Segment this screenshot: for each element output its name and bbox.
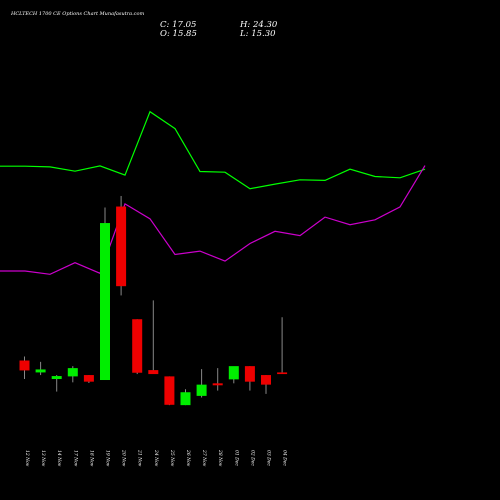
date-label: 13 Nov	[40, 450, 46, 467]
date-axis: 12 Nov 13 Nov 14 Nov 17 Nov 18 Nov 19 Nov 20 N…	[24, 449, 288, 467]
date-label: 21 Nov	[137, 449, 143, 467]
candle-body-up	[67, 368, 78, 377]
date-label: 25 Nov	[169, 449, 175, 467]
date-label: 01 Dec	[233, 450, 239, 466]
low-readout: L: 15.30	[239, 29, 276, 39]
candle-body-up	[196, 384, 207, 396]
date-label: 02 Dec	[249, 450, 255, 466]
candle-body-down	[19, 360, 30, 371]
close-readout: C: 17.05	[160, 20, 196, 30]
date-label: 12 Nov	[24, 450, 30, 467]
date-label: 04 Dec	[282, 450, 288, 466]
date-label: 27 Nov	[201, 449, 207, 467]
candle-body-up	[100, 223, 110, 381]
candles	[19, 195, 288, 406]
candle-body-down	[83, 375, 94, 382]
candle-body-down	[261, 375, 271, 385]
candle-body-down	[212, 383, 223, 386]
date-label: 20 Nov	[121, 449, 127, 467]
candle-body-down	[148, 370, 159, 375]
candle-body-up	[228, 366, 239, 380]
candle-body-down	[116, 206, 127, 287]
upper-line	[0, 110, 426, 190]
high-readout: H: 24.30	[239, 20, 278, 30]
date-label: 14 Nov	[56, 450, 62, 467]
candle-body-down	[132, 319, 143, 373]
candle-body-up	[35, 369, 46, 373]
date-label: 28 Nov	[217, 449, 223, 467]
lower-line	[0, 165, 426, 275]
date-label: 17 Nov	[72, 450, 78, 467]
date-label: 03 Dec	[266, 450, 272, 466]
open-readout: O: 15.85	[160, 29, 197, 39]
candle-body-up	[51, 376, 62, 380]
date-label: 19 Nov	[105, 450, 111, 467]
candle-body-down	[164, 376, 175, 405]
chart-title: HCLTECH 1700 CE Options Chart Munafasutr…	[10, 11, 144, 17]
indicator-lines	[0, 110, 426, 275]
date-label: 18 Nov	[88, 450, 94, 467]
candle-body-up	[180, 392, 191, 406]
candle-body-down	[244, 366, 255, 382]
candle-body-down	[277, 372, 288, 375]
date-label: 26 Nov	[185, 449, 191, 467]
date-label: 24 Nov	[153, 449, 159, 467]
